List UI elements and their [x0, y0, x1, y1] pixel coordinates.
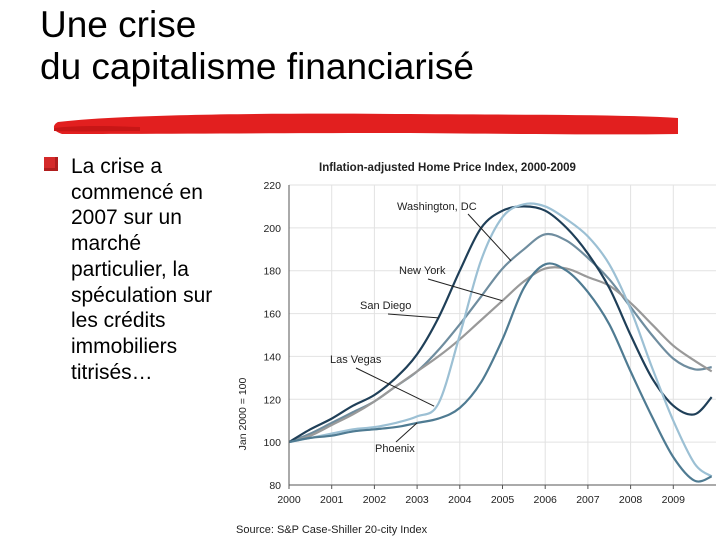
chart-annotation-layer: Washington, DC New York San Diego Las Vegas…	[330, 201, 512, 455]
bullet-square-icon	[44, 157, 58, 171]
brush-stroke-main	[53, 113, 678, 135]
home-price-chart: Inflation-adjusted Home Price Index, 200…	[236, 162, 716, 536]
y-axis-label: Jan 2000 = 100	[237, 378, 249, 451]
chart-grid	[288, 184, 716, 486]
annotation-leader-phoenix	[395, 422, 418, 443]
annotation-label-las-vegas: Las Vegas	[330, 354, 382, 366]
series-line-washington-dc	[288, 232, 712, 444]
annotation-leader-las-vegas	[355, 367, 435, 407]
annotation-label-washington-dc: Washington, DC	[397, 201, 477, 213]
y-tick-label-120: 120	[263, 394, 281, 406]
series-line-san-diego	[288, 205, 713, 444]
x-tick-label-2009: 2009	[662, 494, 686, 506]
x-tick-label-2005: 2005	[491, 494, 515, 506]
x-tick-label-2003: 2003	[405, 494, 429, 506]
annotation-leader-new-york	[427, 278, 503, 302]
x-tick-label-2006: 2006	[534, 494, 558, 506]
slide-title-line-1: Une crise	[40, 4, 197, 45]
annotation-label-san-diego: San Diego	[360, 300, 411, 312]
y-tick-label-160: 160	[263, 309, 281, 321]
annotation-leader-san-diego	[387, 313, 439, 319]
series-line-phoenix	[288, 262, 713, 483]
y-tick-label-200: 200	[263, 223, 281, 235]
x-tick-label-2007: 2007	[576, 494, 600, 506]
annotation-label-new-york: New York	[399, 265, 446, 277]
series-line-las-vegas	[288, 202, 713, 478]
y-tick-label-140: 140	[263, 351, 281, 363]
x-tick-label-2004: 2004	[448, 494, 472, 506]
x-tick-label-2001: 2001	[320, 494, 344, 506]
bullet-text: La crise a commencé en 2007 sur un march…	[71, 155, 213, 384]
y-tick-label-80: 80	[269, 480, 281, 492]
annotation-leader-washington-dc	[467, 213, 512, 262]
chart-series-layer	[288, 202, 713, 483]
annotation-label-phoenix: Phoenix	[375, 443, 415, 455]
slide-title: Une crise du capitalisme financiarisé	[40, 4, 474, 88]
x-tick-label-2002: 2002	[363, 494, 387, 506]
x-tick-label-2000: 2000	[277, 494, 301, 506]
y-tick-label-100: 100	[263, 437, 281, 449]
chart-source: Source: S&P Case-Shiller 20-city Index	[236, 524, 428, 536]
slide-title-line-2: du capitalisme financiarisé	[40, 46, 474, 87]
y-tick-label-180: 180	[263, 266, 281, 278]
red-brush-underline	[53, 113, 678, 135]
y-tick-label-220: 220	[263, 180, 281, 192]
brush-stroke-tail	[54, 126, 140, 132]
chart-title: Inflation-adjusted Home Price Index, 200…	[319, 162, 576, 174]
chart-axis-layer: 80 100 120 140 160 180 200 220 2000 2001 2002 2003 2…	[263, 180, 716, 506]
x-tick-label-2008: 2008	[619, 494, 643, 506]
